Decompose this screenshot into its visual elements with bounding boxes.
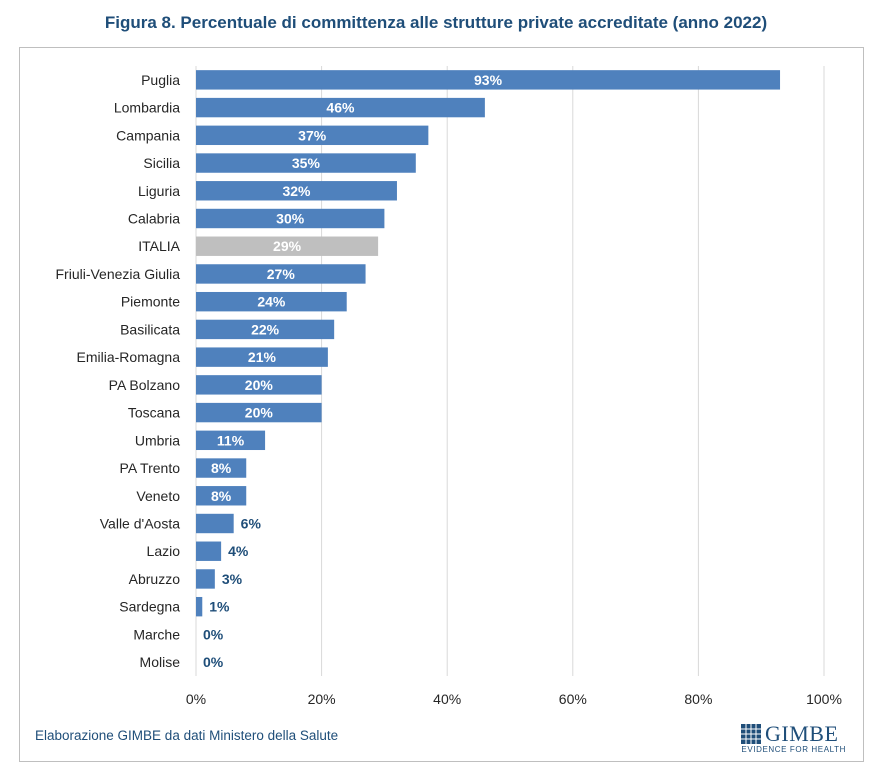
bar xyxy=(196,513,234,534)
bar xyxy=(196,541,222,561)
data-label: 35% xyxy=(292,155,321,171)
bar xyxy=(196,97,485,118)
category-label: Piemonte xyxy=(121,294,180,310)
category-label: PA Trento xyxy=(120,460,181,476)
data-label: 4% xyxy=(228,543,249,559)
category-label: PA Bolzano xyxy=(109,377,181,393)
category-label: Campania xyxy=(116,127,180,143)
x-tick-label: 60% xyxy=(559,691,587,707)
data-label: 0% xyxy=(203,626,224,642)
data-label: 46% xyxy=(326,100,355,116)
data-label: 20% xyxy=(245,377,274,393)
category-label: Veneto xyxy=(136,488,180,504)
category-label: Friuli-Venezia Giulia xyxy=(56,266,181,282)
data-label: 22% xyxy=(251,321,280,337)
chart-title: Figura 8. Percentuale di committenza all… xyxy=(104,13,768,32)
x-tick-label: 0% xyxy=(186,691,206,707)
bar xyxy=(196,347,328,367)
data-label: 20% xyxy=(245,405,274,421)
category-label: Emilia-Romagna xyxy=(77,349,181,365)
bar xyxy=(196,291,347,312)
category-label: Liguria xyxy=(138,183,180,199)
category-label: ITALIA xyxy=(138,238,180,254)
bar xyxy=(196,458,247,478)
bar xyxy=(196,125,429,146)
source-note: Elaborazione GIMBE da dati Ministero del… xyxy=(35,728,339,743)
data-label: 27% xyxy=(267,266,296,282)
x-tick-label: 20% xyxy=(308,691,336,707)
category-label: Lombardia xyxy=(114,100,180,116)
category-label: Molise xyxy=(140,654,181,670)
category-label: Toscana xyxy=(128,405,180,421)
category-label: Calabria xyxy=(128,211,180,227)
bar xyxy=(196,208,385,229)
bar xyxy=(196,375,322,395)
bar xyxy=(196,486,247,506)
bar xyxy=(196,596,203,617)
logo-wordmark: GIMBE xyxy=(765,721,839,746)
bar xyxy=(196,153,416,173)
data-label: 24% xyxy=(257,294,286,310)
x-tick-label: 80% xyxy=(684,691,712,707)
category-label: Sicilia xyxy=(143,155,180,171)
data-label: 30% xyxy=(276,211,305,227)
bar xyxy=(196,70,781,90)
bar xyxy=(196,430,266,451)
data-label: 8% xyxy=(211,460,232,476)
data-label: 8% xyxy=(211,488,232,504)
category-label: Valle d'Aosta xyxy=(100,516,180,532)
bar xyxy=(196,569,215,589)
data-label: 11% xyxy=(217,432,245,448)
bar xyxy=(196,181,397,201)
x-tick-label: 100% xyxy=(806,691,842,707)
data-label: 37% xyxy=(298,127,327,143)
data-label: 6% xyxy=(241,516,262,532)
bar xyxy=(196,402,322,423)
category-label: Lazio xyxy=(147,543,181,559)
gimbe-logo: GIMBE EVIDENCE FOR HEALTH xyxy=(741,722,846,756)
chart-frame xyxy=(19,47,864,762)
data-label: 3% xyxy=(222,571,243,587)
bar xyxy=(196,236,379,256)
x-tick-label: 40% xyxy=(433,691,461,707)
category-label: Basilicata xyxy=(120,321,180,337)
data-label: 1% xyxy=(209,599,230,615)
category-label: Puglia xyxy=(141,72,180,88)
bar xyxy=(196,264,366,284)
data-label: 21% xyxy=(248,349,277,365)
data-label: 0% xyxy=(203,654,224,670)
grid-logo-icon xyxy=(741,724,761,744)
category-label: Abruzzo xyxy=(129,571,181,587)
data-label: 32% xyxy=(282,183,311,199)
logo-tagline: EVIDENCE FOR HEALTH xyxy=(741,745,846,754)
category-label: Umbria xyxy=(135,432,180,448)
data-label: 29% xyxy=(273,238,302,254)
bar xyxy=(196,319,335,340)
category-label: Sardegna xyxy=(119,599,180,615)
data-label: 93% xyxy=(474,72,503,88)
category-label: Marche xyxy=(133,626,180,642)
